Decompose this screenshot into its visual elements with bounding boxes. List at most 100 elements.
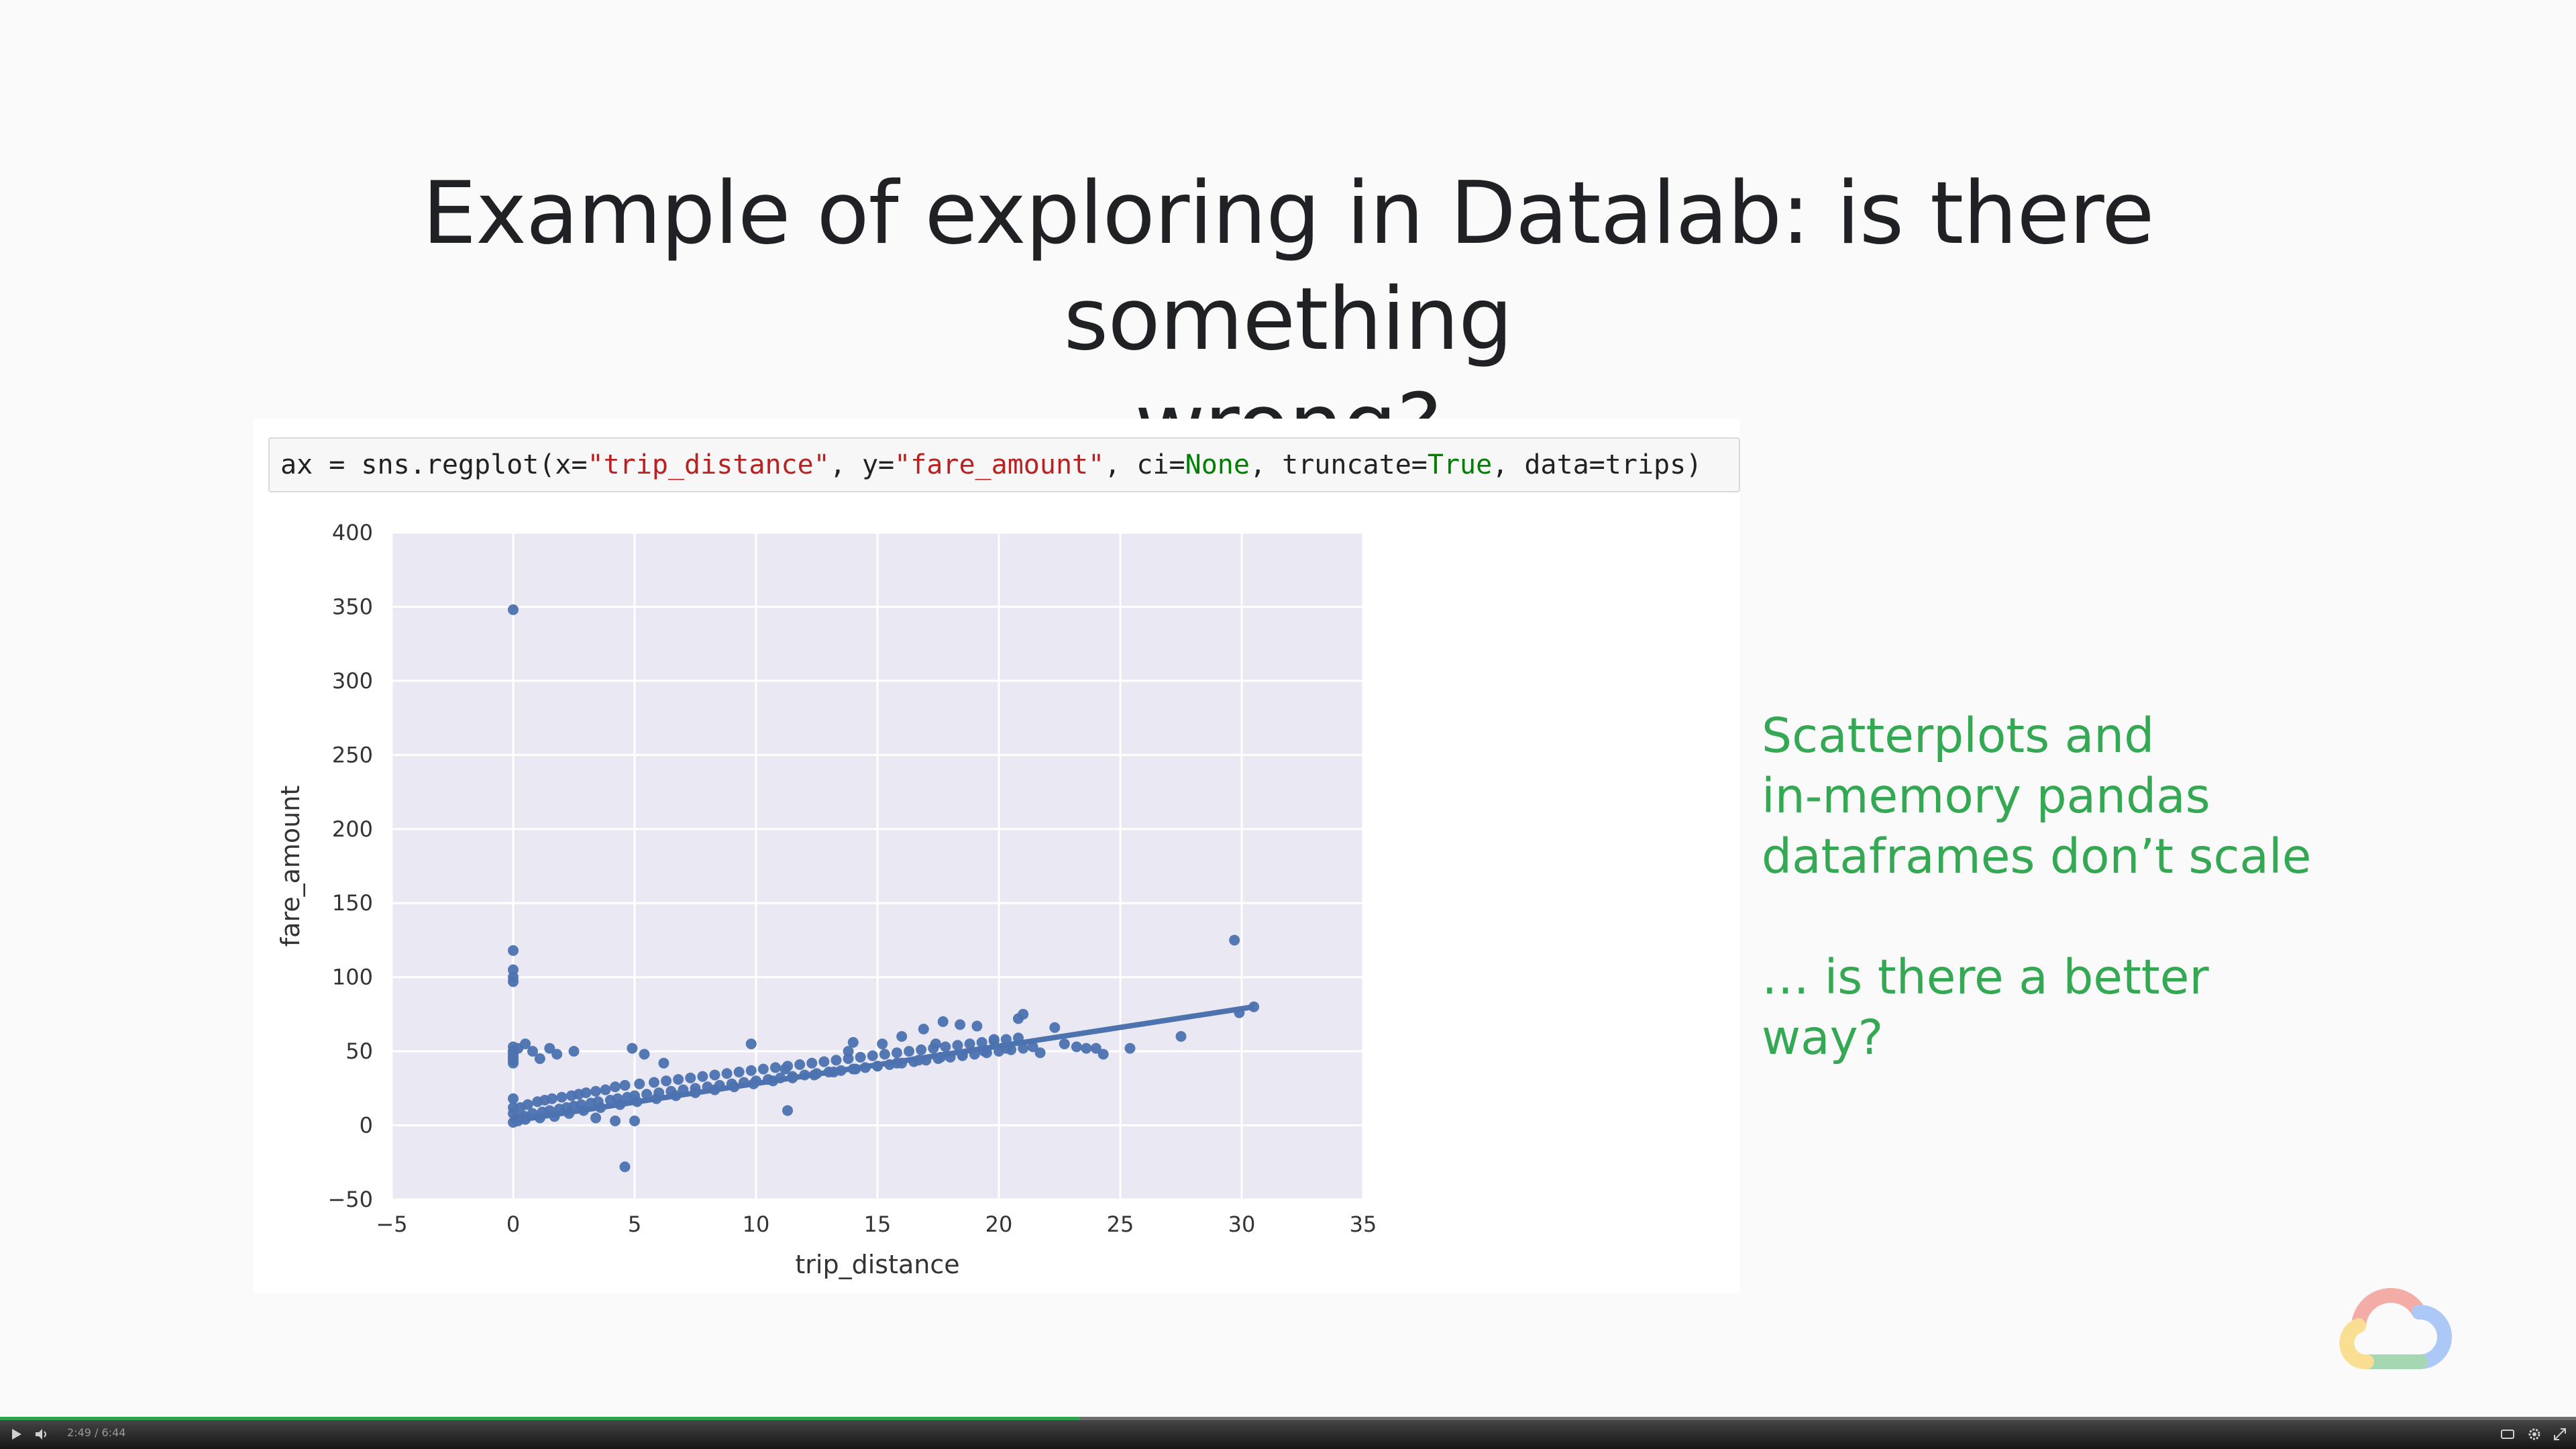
gear-icon[interactable] <box>2526 1426 2542 1442</box>
fullscreen-icon[interactable] <box>2552 1426 2568 1442</box>
data-point <box>780 1063 791 1075</box>
data-point <box>629 1115 640 1126</box>
data-point <box>1090 1042 1102 1054</box>
x-tick-label: 5 <box>628 1212 641 1237</box>
notebook-output: ax = sns.regplot(x="trip_distance", y="f… <box>254 419 1740 1293</box>
side-note-paragraph-2: … is there a better way? <box>1762 949 2209 1065</box>
data-point <box>745 1065 757 1076</box>
data-point <box>745 1038 757 1050</box>
data-point <box>556 1091 568 1103</box>
data-point <box>916 1044 927 1055</box>
code-token: , y= <box>829 449 895 480</box>
data-point <box>1175 1031 1187 1042</box>
data-point <box>806 1057 818 1069</box>
data-point <box>964 1038 975 1050</box>
code-cell[interactable]: ax = sns.regplot(x="trip_distance", y="f… <box>268 437 1740 492</box>
progress-track[interactable] <box>0 1417 2576 1420</box>
data-point <box>610 1081 621 1093</box>
data-point <box>769 1062 781 1073</box>
data-point <box>955 1019 966 1030</box>
data-point <box>520 1038 531 1050</box>
data-point <box>855 1051 866 1063</box>
y-tick-label: 300 <box>332 668 373 694</box>
y-tick-label: 250 <box>332 742 373 767</box>
captions-icon[interactable] <box>2500 1426 2516 1442</box>
code-string-token: "fare_amount" <box>894 449 1105 480</box>
data-point <box>709 1069 720 1081</box>
data-point <box>546 1093 557 1104</box>
x-tick-label: 20 <box>985 1212 1013 1237</box>
data-point <box>937 1016 949 1027</box>
y-tick-label: 0 <box>360 1113 373 1138</box>
data-point <box>580 1087 592 1098</box>
time-display: 2:49 / 6:44 <box>67 1426 126 1439</box>
x-tick-label: 15 <box>864 1212 892 1237</box>
data-point <box>896 1031 908 1042</box>
data-point <box>867 1050 878 1061</box>
code-keyword-token: True <box>1427 449 1493 480</box>
side-note-paragraph-1: Scatterplots and in-memory pandas datafr… <box>1762 708 2312 884</box>
side-note: Scatterplots and in-memory pandas datafr… <box>1762 706 2432 1068</box>
data-point <box>1124 1042 1136 1054</box>
y-tick-label: −50 <box>327 1187 373 1212</box>
scatter-chart: −5 0 5 10 15 20 25 30 35−50050100150200250300350… <box>276 520 1377 1279</box>
volume-icon[interactable] <box>34 1426 50 1442</box>
x-tick-label: −5 <box>376 1212 407 1237</box>
data-point <box>976 1036 987 1048</box>
regression-line <box>513 1004 1254 1124</box>
play-icon[interactable] <box>8 1426 24 1442</box>
data-point <box>971 1020 983 1032</box>
slide-title-line-1: Example of exploring in Datalab: is ther… <box>422 164 2154 370</box>
code-string-token: "trip_distance" <box>587 449 830 480</box>
data-point <box>641 1089 653 1100</box>
data-point <box>877 1038 888 1050</box>
data-point <box>904 1046 915 1057</box>
data-point <box>522 1099 533 1110</box>
data-point <box>847 1036 859 1048</box>
data-point <box>843 1046 854 1057</box>
code-token: ax = sns.regplot(x= <box>280 449 588 480</box>
data-point <box>600 1084 611 1095</box>
data-point <box>782 1105 794 1116</box>
data-point <box>508 604 519 615</box>
data-point <box>568 1046 580 1057</box>
data-point <box>619 1079 631 1091</box>
y-tick-label: 400 <box>332 520 373 545</box>
code-token: , data=trips) <box>1492 449 1703 480</box>
data-point <box>590 1085 602 1097</box>
data-point <box>634 1078 645 1089</box>
data-point <box>639 1049 650 1060</box>
data-point <box>843 1053 854 1065</box>
y-tick-label: 200 <box>332 816 373 842</box>
data-point <box>508 945 519 956</box>
y-tick-label: 150 <box>332 890 373 916</box>
data-point <box>1059 1038 1070 1050</box>
y-tick-label: 100 <box>332 965 373 990</box>
data-point <box>508 976 519 987</box>
data-point <box>534 1053 545 1065</box>
x-axis-label: trip_distance <box>795 1250 959 1279</box>
data-point <box>891 1047 902 1059</box>
data-point <box>551 1049 563 1060</box>
data-point <box>1071 1041 1082 1053</box>
code-token: , ci= <box>1104 449 1185 480</box>
data-point <box>610 1115 621 1126</box>
data-point <box>818 1056 830 1067</box>
data-point <box>1018 1042 1029 1054</box>
data-point <box>794 1059 806 1070</box>
data-point <box>1097 1049 1109 1060</box>
data-point <box>673 1074 684 1085</box>
data-point <box>648 1077 659 1088</box>
x-tick-label: 25 <box>1107 1212 1134 1237</box>
data-point <box>658 1057 669 1069</box>
code-keyword-token: None <box>1185 449 1250 480</box>
data-point <box>733 1067 745 1078</box>
progress-fill <box>0 1417 1079 1420</box>
x-tick-label: 0 <box>506 1212 520 1237</box>
slide-title: Example of exploring in Datalab: is ther… <box>188 161 2388 479</box>
data-point <box>508 964 519 975</box>
data-point <box>830 1055 842 1066</box>
google-cloud-logo-icon <box>2339 1288 2452 1370</box>
data-point <box>879 1049 890 1060</box>
